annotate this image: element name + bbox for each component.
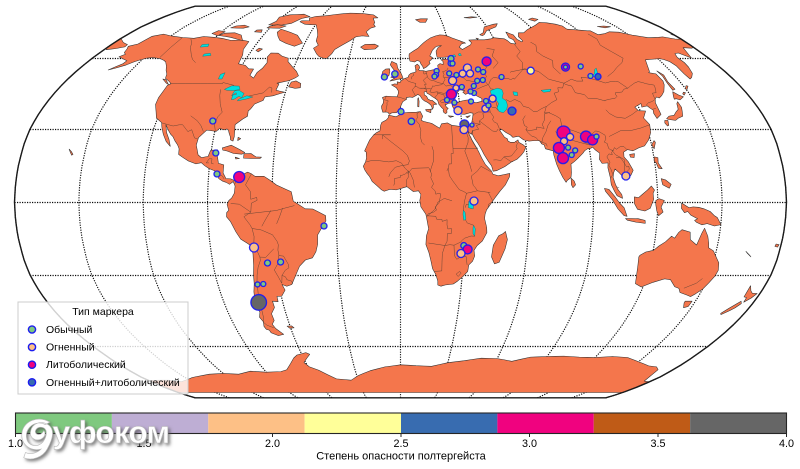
svg-text:3.0: 3.0 xyxy=(522,438,537,450)
svg-text:1.5: 1.5 xyxy=(136,438,151,450)
svg-text:1.0: 1.0 xyxy=(8,438,23,450)
svg-text:Литоболический: Литоболический xyxy=(46,359,126,371)
svg-text:4.0: 4.0 xyxy=(779,438,794,450)
svg-text:Огненный+литоболический: Огненный+литоболический xyxy=(46,377,180,389)
svg-text:2.0: 2.0 xyxy=(265,438,280,450)
svg-text:Степень опасности полтергейста: Степень опасности полтергейста xyxy=(316,451,486,463)
svg-text:уфоком: уфоком xyxy=(52,414,169,450)
svg-text:Огненный: Огненный xyxy=(46,342,95,354)
svg-text:Обычный: Обычный xyxy=(46,324,93,336)
svg-text:Тип маркера: Тип маркера xyxy=(72,306,134,318)
svg-text:2.5: 2.5 xyxy=(393,438,408,450)
svg-text:3.5: 3.5 xyxy=(650,438,665,450)
